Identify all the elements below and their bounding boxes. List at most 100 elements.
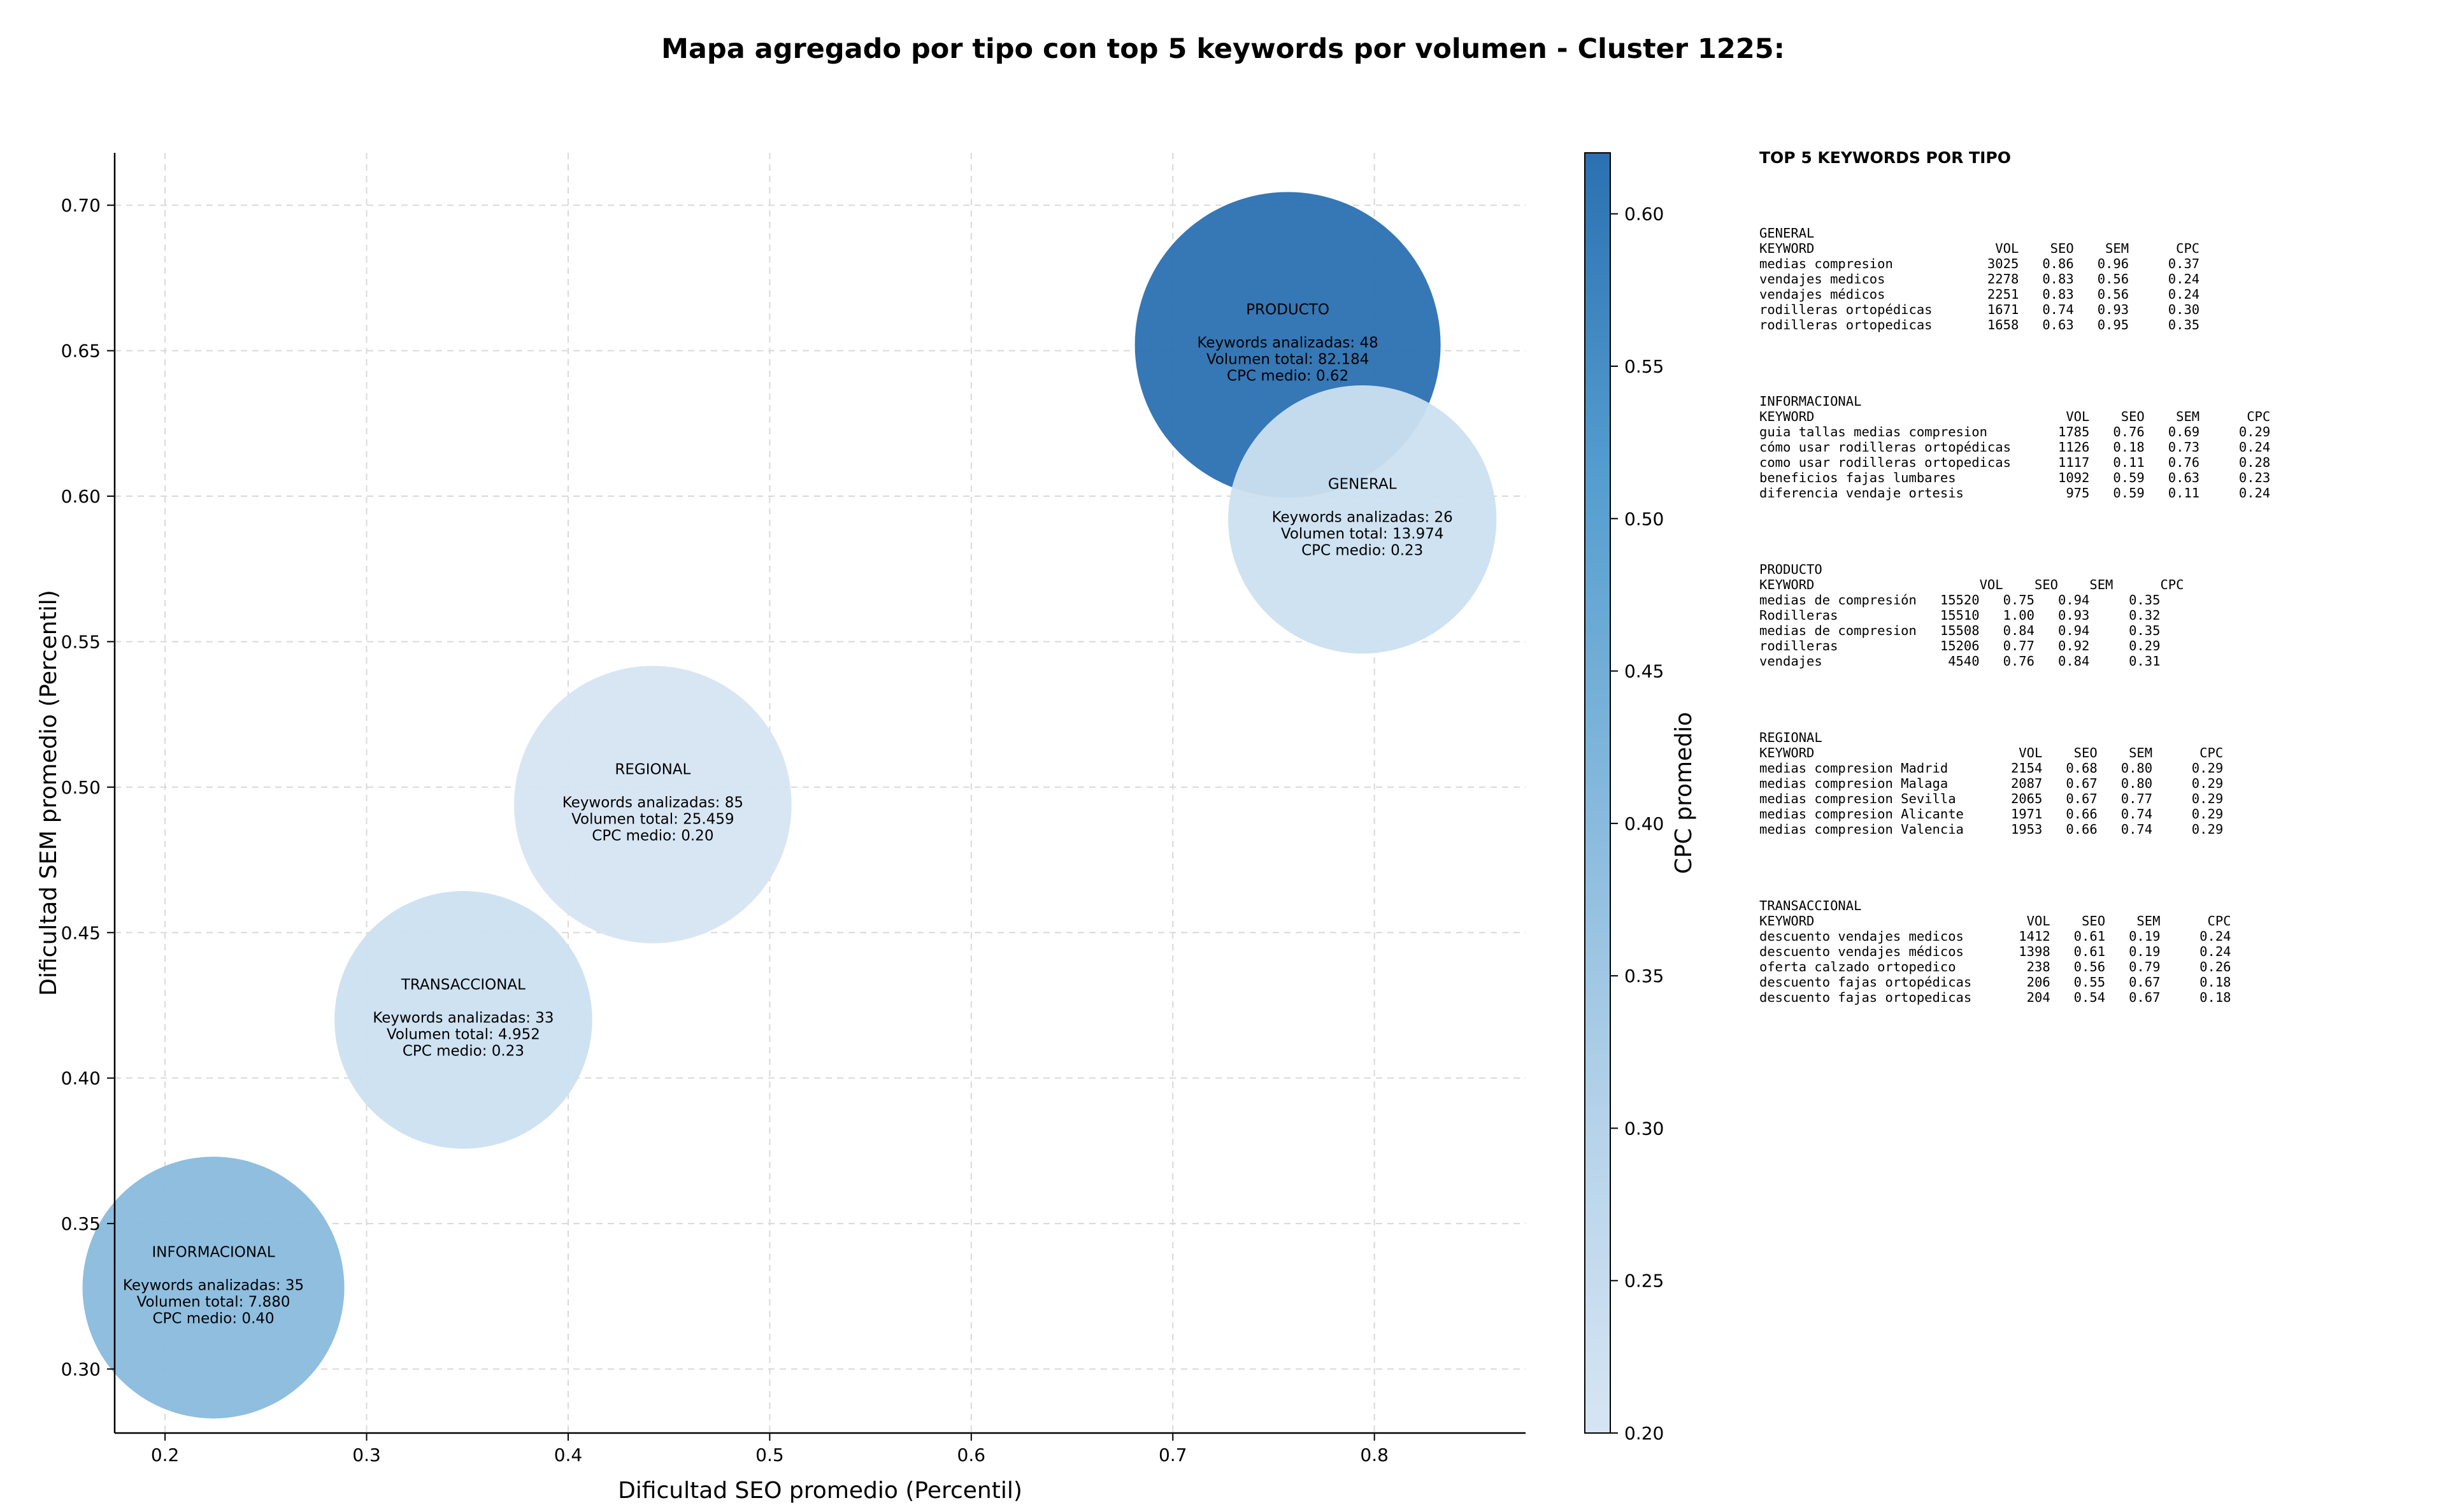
keyword-row: oferta calzado ortopedico 238 0.56 0.79 … <box>1759 959 2231 974</box>
colorbar-tick-label: 0.45 <box>1624 661 1664 682</box>
y-tick-label: 0.55 <box>61 631 101 652</box>
y-tick-label: 0.65 <box>61 341 101 362</box>
y-tick-label: 0.50 <box>61 777 101 798</box>
keyword-group-producto: PRODUCTO KEYWORD VOL SEO SEM CPC medias de… <box>1759 562 2422 669</box>
bubble-cpc-label: CPC medio: 0.23 <box>403 1043 524 1059</box>
keyword-row: rodilleras 15206 0.77 0.92 0.29 <box>1759 638 2161 653</box>
keyword-row: medias compresion Sevilla 2065 0.67 0.77… <box>1759 791 2224 806</box>
bubble-circle-informacional <box>82 1157 345 1419</box>
keyword-row: medias de compresión 15520 0.75 0.94 0.3… <box>1759 592 2161 608</box>
bubble-type-label: PRODUCTO <box>1246 302 1329 318</box>
colorbar-tick-label: 0.25 <box>1624 1271 1664 1292</box>
axes: 0.2 0.3 0.4 0.5 0.6 0.7 0.8 0.30 0.35 0.40 0.45 0.5… <box>36 153 1526 1504</box>
y-tick-label: 0.35 <box>61 1213 101 1234</box>
colorbar-tick-label: 0.30 <box>1624 1118 1664 1139</box>
keyword-groups: GENERAL KEYWORD VOL SEO SEM CPC medias com… <box>1759 225 2422 1005</box>
y-axis-label: Dificultad SEM promedio (Percentil) <box>36 590 62 996</box>
bubble-circle-regional <box>514 666 792 944</box>
bubble-type-label: INFORMACIONAL <box>152 1245 275 1261</box>
x-tick-label: 0.2 <box>151 1444 180 1466</box>
x-tick-label: 0.4 <box>554 1444 583 1466</box>
bubble-type-label: REGIONAL <box>615 761 690 778</box>
bubble-volume-label: Volumen total: 25.459 <box>571 811 734 827</box>
bubble-cpc-label: CPC medio: 0.20 <box>592 827 713 844</box>
y-tick-label: 0.45 <box>61 922 101 943</box>
bubble-keywords-label: Keywords analizadas: 33 <box>373 1009 554 1026</box>
panel-title: TOP 5 KEYWORDS POR TIPO <box>1759 148 2011 167</box>
x-tick-label: 0.6 <box>957 1444 986 1466</box>
colorbar-tick-label: 0.35 <box>1624 966 1664 987</box>
colorbar-tick-label: 0.50 <box>1624 508 1664 529</box>
colorbar-tick-label: 0.55 <box>1624 356 1664 377</box>
colorbar-tick-label: 0.60 <box>1624 204 1664 225</box>
keyword-row: medias compresion Valencia 1953 0.66 0.7… <box>1759 822 2224 837</box>
keyword-row: KEYWORD VOL SEO SEM CPC <box>1759 409 2271 424</box>
bubble-transaccional: TRANSACCIONAL Keywords analizadas: 33Volu… <box>334 891 592 1149</box>
bubble-keywords-label: Keywords analizadas: 35 <box>123 1278 304 1294</box>
grid-lines <box>115 153 1526 1433</box>
keyword-row: rodilleras ortopedicas 1658 0.63 0.95 0.… <box>1759 317 2200 332</box>
colorbar: 0.20 0.25 0.30 0.35 0.40 0.45 0.50 0.55 0.60 CPC … <box>1584 152 1697 1444</box>
keyword-row: vendajes medicos 2278 0.83 0.56 0.24 <box>1759 271 2200 287</box>
keyword-row: cómo usar rodilleras ortopédicas 1126 0.… <box>1759 439 2271 455</box>
keyword-group-name: GENERAL <box>1759 225 1815 241</box>
y-tick-label: 0.70 <box>61 195 101 216</box>
bubble-circle-general <box>1228 385 1497 654</box>
bubble-cpc-label: CPC medio: 0.40 <box>152 1311 274 1327</box>
keyword-row: beneficios fajas lumbares 1092 0.59 0.63… <box>1759 470 2271 485</box>
y-tick-label: 0.60 <box>61 486 101 507</box>
keyword-row: medias compresion 3025 0.86 0.96 0.37 <box>1759 256 2200 271</box>
bubble-type-label: TRANSACCIONAL <box>401 976 526 993</box>
top-keywords-panel: TOP 5 KEYWORDS POR TIPO GENERAL KEYWORD V… <box>1759 150 2422 1066</box>
bubble-keywords-label: Keywords analizadas: 85 <box>562 794 743 811</box>
colorbar-label: CPC promedio <box>1671 712 1697 874</box>
x-axis-label: Dificultad SEO promedio (Percentil) <box>618 1478 1022 1504</box>
keyword-row: descuento fajas ortopédicas 206 0.55 0.6… <box>1759 974 2231 990</box>
bubble-cpc-label: CPC medio: 0.23 <box>1301 543 1423 559</box>
keyword-group-name: REGIONAL <box>1759 730 1822 745</box>
keyword-row: Rodilleras 15510 1.00 0.93 0.32 <box>1759 608 2161 623</box>
keyword-group-informacional: INFORMACIONAL KEYWORD VOL SEO SEM CPC guia… <box>1759 394 2422 501</box>
x-tick-label: 0.7 <box>1159 1444 1187 1466</box>
bubble-volume-label: Volumen total: 7.880 <box>137 1294 290 1311</box>
bubble-type-label: GENERAL <box>1328 476 1397 493</box>
bubble-volume-label: Volumen total: 13.974 <box>1281 526 1444 543</box>
y-tick-label: 0.30 <box>61 1359 101 1380</box>
keyword-group-name: TRANSACCIONAL <box>1759 898 1862 913</box>
keyword-row: medias compresion Malaga 2087 0.67 0.80 … <box>1759 776 2224 791</box>
keyword-row: medias compresion Alicante 1971 0.66 0.7… <box>1759 806 2224 822</box>
bubble-volume-label: Volumen total: 82.184 <box>1206 352 1370 368</box>
x-tick-label: 0.8 <box>1360 1444 1389 1466</box>
colorbar-tick-label: 0.20 <box>1624 1423 1664 1444</box>
bubble-circle-transaccional <box>334 891 592 1149</box>
keyword-row: vendajes 4540 0.76 0.84 0.31 <box>1759 653 2161 669</box>
x-tick-label: 0.3 <box>352 1444 381 1466</box>
keyword-row: como usar rodilleras ortopedicas 1117 0.… <box>1759 455 2271 470</box>
colorbar-tick-label: 0.40 <box>1624 813 1664 834</box>
keyword-row: KEYWORD VOL SEO SEM CPC <box>1759 577 2184 592</box>
keyword-row: KEYWORD VOL SEO SEM CPC <box>1759 913 2231 929</box>
bubble-volume-label: Volumen total: 4.952 <box>387 1026 540 1043</box>
keyword-row: guia tallas medias compresion 1785 0.76 … <box>1759 424 2271 439</box>
keyword-row: vendajes médicos 2251 0.83 0.56 0.24 <box>1759 287 2200 302</box>
keyword-group-transaccional: TRANSACCIONAL KEYWORD VOL SEO SEM CPC desc… <box>1759 898 2422 1005</box>
keyword-group-general: GENERAL KEYWORD VOL SEO SEM CPC medias com… <box>1759 225 2422 332</box>
y-tick-label: 0.40 <box>61 1068 101 1089</box>
keyword-row: KEYWORD VOL SEO SEM CPC <box>1759 241 2200 256</box>
keyword-group-name: PRODUCTO <box>1759 562 1822 577</box>
bubble-cpc-label: CPC medio: 0.62 <box>1227 368 1348 385</box>
chart-title: Mapa agregado por tipo con top 5 keyword… <box>661 33 1785 65</box>
keyword-row: diferencia vendaje ortesis 975 0.59 0.11… <box>1759 485 2271 501</box>
keyword-row: KEYWORD VOL SEO SEM CPC <box>1759 745 2224 760</box>
x-tick-label: 0.5 <box>755 1444 784 1466</box>
keyword-group-regional: REGIONAL KEYWORD VOL SEO SEM CPC medias co… <box>1759 730 2422 837</box>
keyword-group-name: INFORMACIONAL <box>1759 394 1862 409</box>
bubble-keywords-label: Keywords analizadas: 26 <box>1272 510 1453 526</box>
keyword-row: descuento vendajes médicos 1398 0.61 0.1… <box>1759 944 2231 959</box>
keyword-row: medias de compresion 15508 0.84 0.94 0.3… <box>1759 623 2161 638</box>
bubble-informacional: INFORMACIONAL Keywords analizadas: 35Volu… <box>82 1157 345 1419</box>
